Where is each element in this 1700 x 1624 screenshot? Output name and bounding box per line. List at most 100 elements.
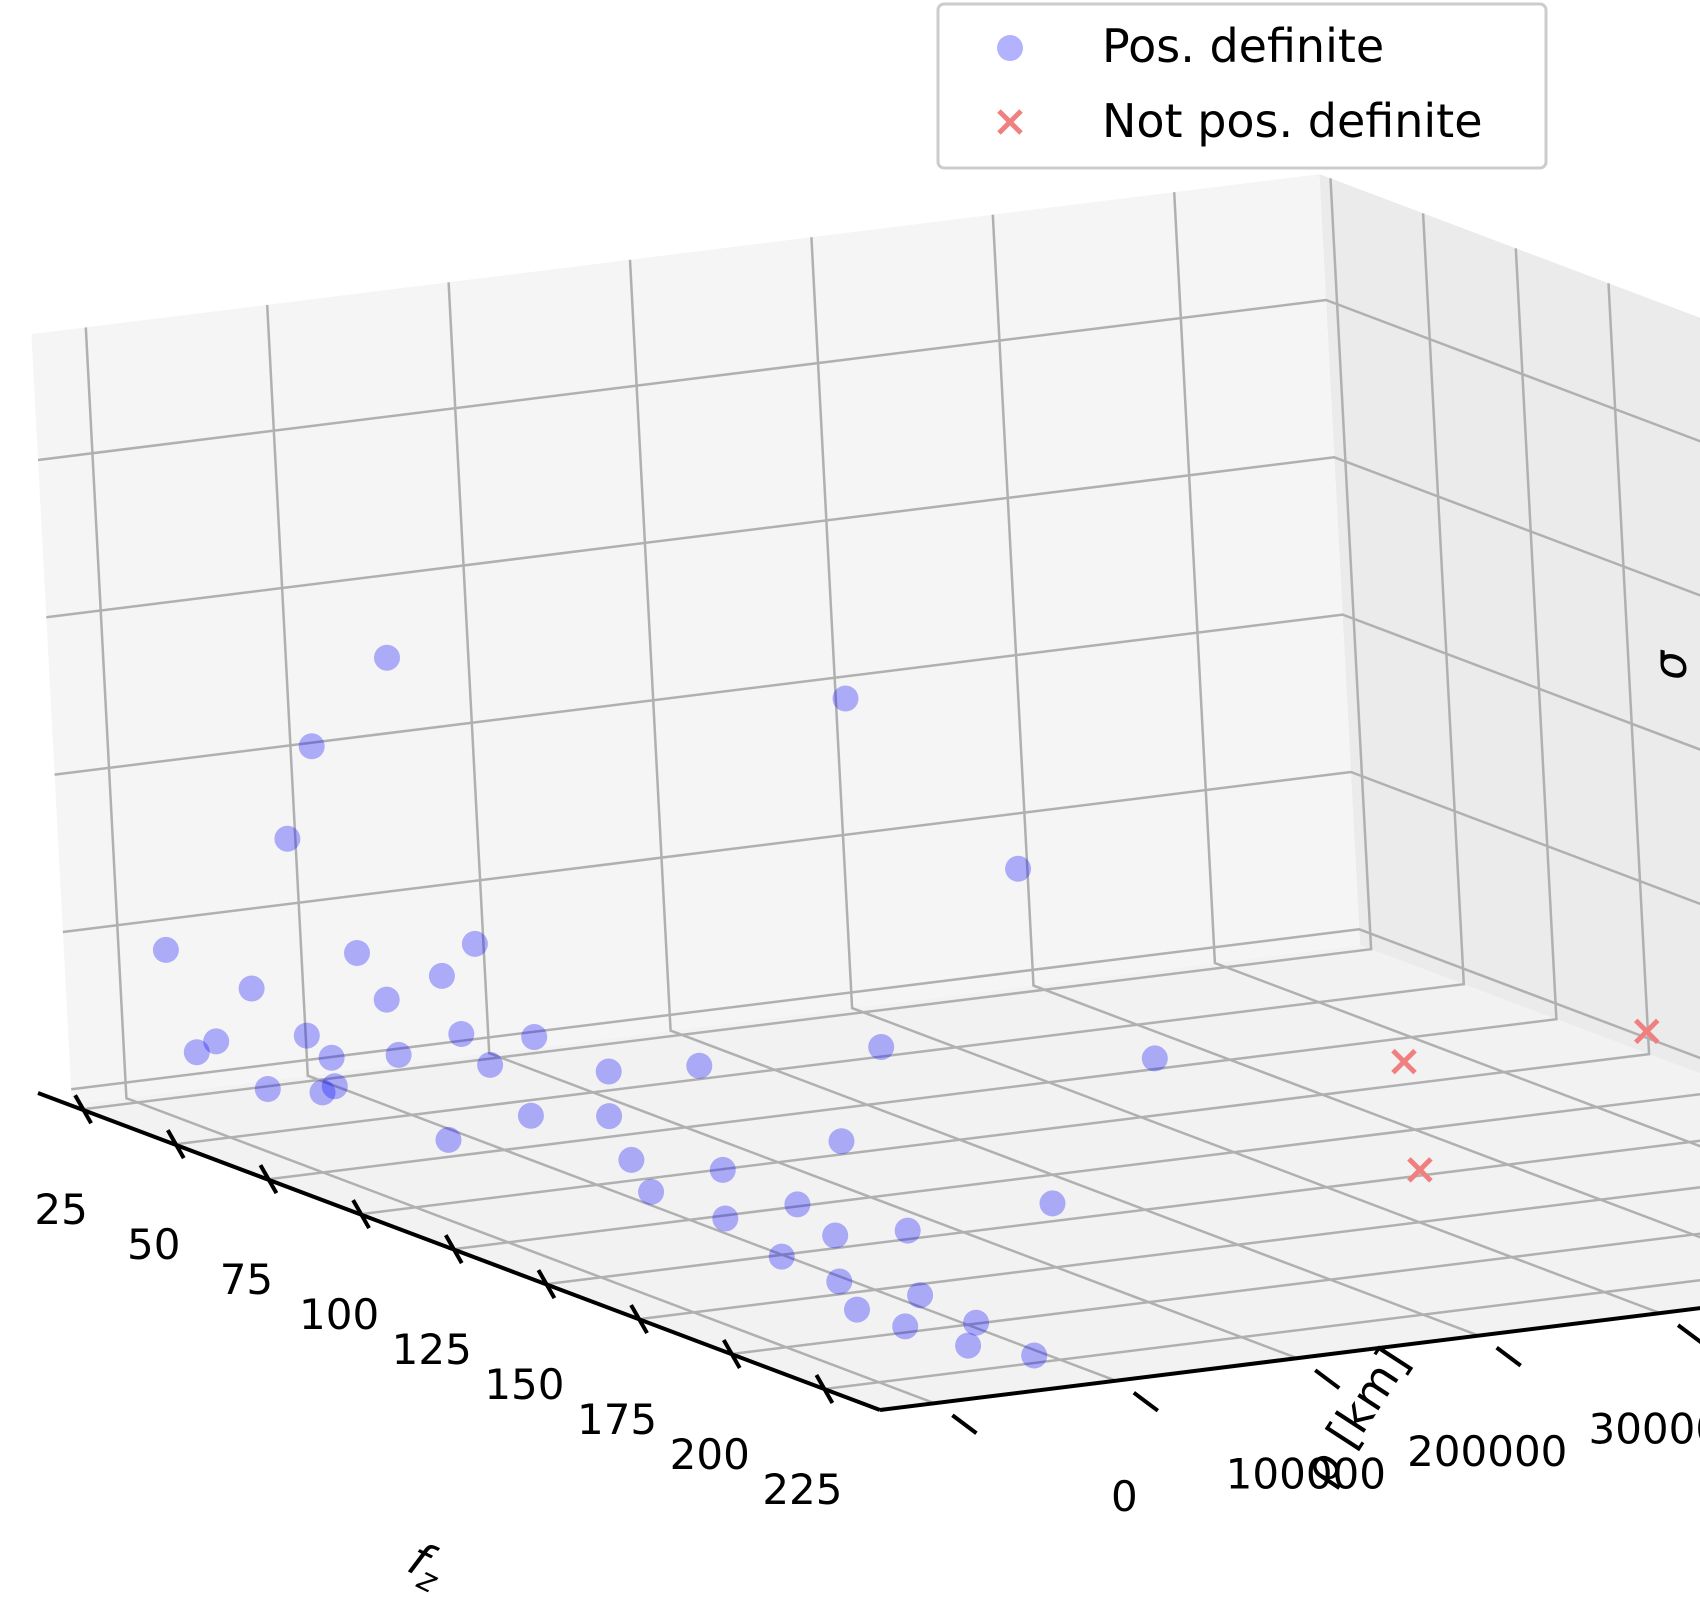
x-tick-label: 100: [299, 1290, 379, 1339]
x-tick-mark: [722, 1339, 742, 1370]
y-tick-mark: [1314, 1368, 1341, 1390]
data-point-pos-definite: [309, 1079, 336, 1106]
data-point-pos-definite: [435, 1126, 462, 1153]
gridline-x: [546, 1139, 1700, 1286]
legend-marker-pos-definite: [997, 35, 1023, 61]
data-point-pos-definite: [638, 1178, 665, 1205]
data-point-pos-definite: [385, 1041, 412, 1068]
data-point-pos-definite: [712, 1205, 739, 1232]
data-point-pos-definite: [448, 1021, 475, 1047]
gridline-x: [82, 178, 1373, 1111]
x-tick-mark: [166, 1129, 186, 1160]
legend: Pos. definite Not pos. definite: [936, 2, 1548, 170]
y-tick-label: 100000: [1226, 1450, 1386, 1499]
x-tick-label: 50: [127, 1220, 180, 1269]
data-point-pos-definite: [1005, 855, 1032, 882]
cross-stroke: [1407, 1157, 1433, 1183]
data-point-pos-definite: [596, 1103, 623, 1130]
data-point-pos-definite: [686, 1052, 713, 1079]
cross-stroke: [1633, 1018, 1660, 1045]
legend-label-pos-definite: Pos. definite: [1102, 19, 1384, 73]
data-point-pos-definite: [822, 1222, 849, 1249]
data-point-pos-definite: [618, 1146, 645, 1173]
y-tick-mark: [1132, 1391, 1160, 1413]
y-tick-label: 0: [1111, 1472, 1138, 1521]
gridline-x: [175, 213, 1466, 1146]
gridline-y: [447, 282, 1298, 1360]
data-point-pos-definite: [477, 1051, 504, 1078]
y-tick-mark: [951, 1413, 978, 1435]
data-point-pos-definite: [1141, 1045, 1168, 1072]
gridline-x: [638, 1186, 1700, 1321]
data-point-pos-definite: [238, 975, 265, 1002]
data-point-pos-definite: [1039, 1190, 1066, 1217]
data-point-pos-definite: [784, 1191, 811, 1218]
y-tick-label: 200000: [1407, 1427, 1567, 1476]
data-marks: [152, 644, 1660, 1369]
x-axis-label: fz: [397, 1531, 454, 1601]
data-point-pos-definite: [768, 1243, 795, 1270]
x-tick-mark: [258, 1164, 279, 1195]
x-tick-mark: [351, 1199, 371, 1230]
data-point-pos-definite: [321, 1073, 348, 1100]
gridline-z: [71, 928, 1700, 1091]
data-point-pos-definite: [203, 1028, 230, 1055]
data-point-pos-definite: [461, 930, 488, 957]
gridline-z: [46, 456, 1700, 619]
data-point-pos-definite: [428, 962, 455, 989]
gridline-x: [268, 248, 1558, 1181]
gridline-x: [453, 318, 1700, 1251]
data-point-pos-definite: [709, 1156, 736, 1183]
x-tick-label: 25: [34, 1185, 87, 1234]
gridline-x: [360, 283, 1651, 1216]
data-point-pos-definite: [828, 1128, 855, 1155]
data-point-pos-definite: [826, 1268, 853, 1295]
data-point-not-pos-definite: [1407, 1157, 1433, 1183]
x-tick-label: 175: [577, 1395, 657, 1444]
x-tick-label: 75: [220, 1255, 273, 1304]
legend-marker-not-pos-definite: [997, 109, 1023, 135]
data-point-pos-definite: [274, 825, 301, 852]
data-point-pos-definite: [894, 1217, 921, 1244]
data-point-pos-definite: [1021, 1342, 1048, 1369]
x-tick-mark: [814, 1374, 835, 1405]
z-axis-label: σ: [1643, 649, 1697, 680]
gridline-z: [54, 613, 1700, 776]
data-point-not-pos-definite: [1391, 1048, 1417, 1075]
x-tick-mark: [444, 1234, 464, 1265]
data-point-pos-definite: [595, 1058, 622, 1085]
x-tick-label: 225: [762, 1465, 842, 1514]
gridline-z: [62, 770, 1700, 934]
x-tick-mark: [629, 1304, 649, 1335]
x-tick-label: 200: [670, 1430, 750, 1479]
x-tick-label: 150: [484, 1360, 564, 1409]
x-tick-label: 125: [392, 1325, 472, 1374]
cross-stroke: [1391, 1048, 1417, 1075]
data-point-pos-definite: [344, 940, 370, 966]
data-point-not-pos-definite: [1633, 1018, 1660, 1045]
data-point-pos-definite: [521, 1024, 548, 1050]
data-point-pos-definite: [868, 1034, 895, 1060]
x-tick-mark: [536, 1269, 557, 1300]
gridline-x: [731, 1232, 1700, 1356]
axes-panes: [31, 174, 1700, 1410]
y-tick-mark: [1676, 1323, 1700, 1345]
legend-frame: [936, 2, 1548, 170]
gridline-z: [37, 298, 1700, 462]
data-point-pos-definite: [298, 733, 325, 760]
gridline-y: [810, 237, 1661, 1315]
gridline-y: [628, 259, 1480, 1337]
gridline-y: [84, 327, 935, 1405]
gridline-y: [265, 304, 1117, 1382]
data-point-pos-definite: [254, 1076, 281, 1102]
gridline-y: [991, 214, 1700, 1239]
data-point-pos-definite: [517, 1102, 544, 1129]
back-pane: [1319, 174, 1700, 1074]
data-point-pos-definite: [183, 1039, 210, 1066]
gridline-y: [1172, 192, 1700, 1148]
y-tick-mark: [1495, 1346, 1522, 1368]
data-point-pos-definite: [832, 685, 859, 712]
gridline-x: [824, 1278, 1700, 1391]
